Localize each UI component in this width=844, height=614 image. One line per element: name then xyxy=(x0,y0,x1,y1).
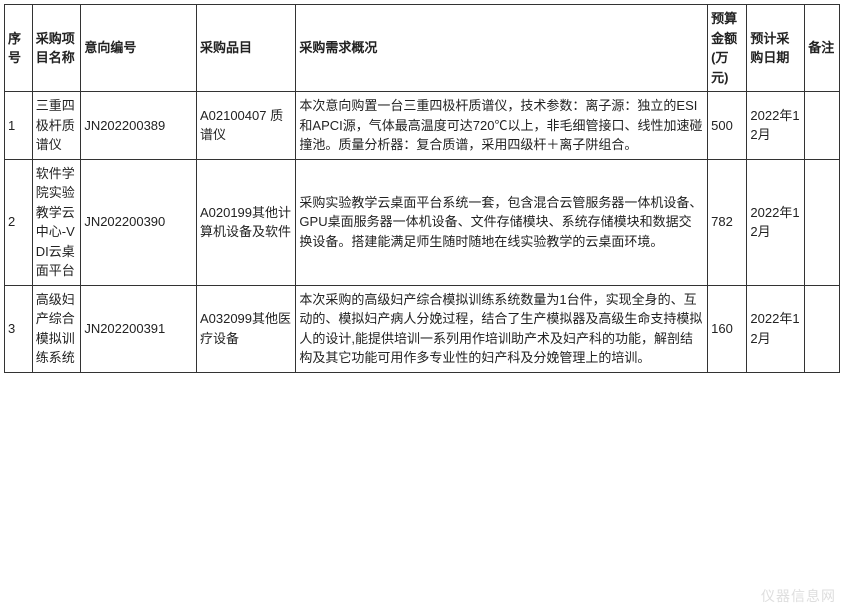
cell-remark xyxy=(805,92,840,160)
table-header-row: 序号 采购项目名称 意向编号 采购品目 采购需求概况 预算金额(万元) 预计采购… xyxy=(5,5,840,92)
col-date: 预计采购日期 xyxy=(747,5,805,92)
cell-date: 2022年12月 xyxy=(747,285,805,372)
cell-remark xyxy=(805,159,840,285)
watermark-text: 仪器信息网 xyxy=(761,586,836,606)
cell-item: A020199其他计算机设备及软件 xyxy=(196,159,295,285)
cell-intent-no: JN202200391 xyxy=(81,285,197,372)
col-remark: 备注 xyxy=(805,5,840,92)
cell-intent-no: JN202200389 xyxy=(81,92,197,160)
cell-date: 2022年12月 xyxy=(747,159,805,285)
col-item: 采购品目 xyxy=(196,5,295,92)
cell-seq: 2 xyxy=(5,159,33,285)
table-row: 3 高级妇产综合模拟训练系统 JN202200391 A032099其他医疗设备… xyxy=(5,285,840,372)
cell-project-name: 高级妇产综合模拟训练系统 xyxy=(32,285,81,372)
cell-budget: 500 xyxy=(708,92,747,160)
cell-item: A032099其他医疗设备 xyxy=(196,285,295,372)
col-budget: 预算金额(万元) xyxy=(708,5,747,92)
cell-project-name: 三重四极杆质谱仪 xyxy=(32,92,81,160)
cell-remark xyxy=(805,285,840,372)
col-seq: 序号 xyxy=(5,5,33,92)
cell-intent-no: JN202200390 xyxy=(81,159,197,285)
cell-date: 2022年12月 xyxy=(747,92,805,160)
cell-budget: 782 xyxy=(708,159,747,285)
cell-summary: 本次意向购置一台三重四极杆质谱仪，技术参数：离子源：独立的ESI和APCI源，气… xyxy=(296,92,708,160)
cell-project-name: 软件学院实验教学云中心-VDI云桌面平台 xyxy=(32,159,81,285)
cell-budget: 160 xyxy=(708,285,747,372)
cell-seq: 3 xyxy=(5,285,33,372)
col-project-name: 采购项目名称 xyxy=(32,5,81,92)
col-intent-no: 意向编号 xyxy=(81,5,197,92)
cell-seq: 1 xyxy=(5,92,33,160)
col-summary: 采购需求概况 xyxy=(296,5,708,92)
procurement-table: 序号 采购项目名称 意向编号 采购品目 采购需求概况 预算金额(万元) 预计采购… xyxy=(4,4,840,373)
table-row: 1 三重四极杆质谱仪 JN202200389 A02100407 质谱仪 本次意… xyxy=(5,92,840,160)
cell-summary: 本次采购的高级妇产综合模拟训练系统数量为1台件，实现全身的、互动的、模拟妇产病人… xyxy=(296,285,708,372)
cell-summary: 采购实验教学云桌面平台系统一套，包含混合云管服务器一体机设备、GPU桌面服务器一… xyxy=(296,159,708,285)
cell-item: A02100407 质谱仪 xyxy=(196,92,295,160)
table-row: 2 软件学院实验教学云中心-VDI云桌面平台 JN202200390 A0201… xyxy=(5,159,840,285)
